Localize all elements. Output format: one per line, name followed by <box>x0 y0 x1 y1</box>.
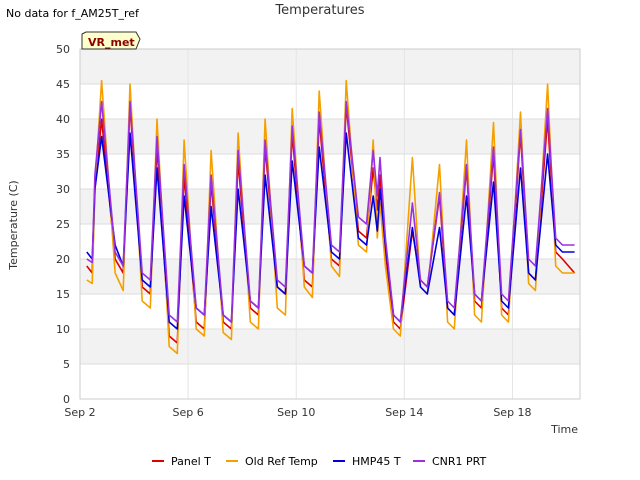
y-tick-label: 15 <box>56 288 70 301</box>
plot-band <box>80 259 580 294</box>
plot-band <box>80 329 580 364</box>
series-lines <box>86 79 576 355</box>
y-tick-label: 20 <box>56 253 70 266</box>
plot-band <box>80 119 580 154</box>
series-line-cnr1-prt <box>86 100 575 323</box>
x-tick-label: Sep 6 <box>172 406 203 419</box>
y-tick-label: 10 <box>56 323 70 336</box>
y-tick-label: 35 <box>56 148 70 161</box>
x-axis-label: Time <box>550 423 578 436</box>
vr-met-badge: VR_met <box>81 31 141 50</box>
series-line-hmp45-t <box>86 132 575 330</box>
y-tick-label: 50 <box>56 43 70 56</box>
y-tick-label: 45 <box>56 78 70 91</box>
y-tick-label: 40 <box>56 113 70 126</box>
badge-shape <box>81 31 141 50</box>
no-data-notice: No data for f_AM25T_ref <box>6 7 139 20</box>
x-axis-ticks: Sep 2 Sep 6 Sep 10 Sep 14 Sep 18 <box>64 406 531 419</box>
legend: Panel T Old Ref Temp HMP45 T CNR1 PRT <box>152 455 487 468</box>
x-tick-label: Sep 10 <box>277 406 315 419</box>
plot-frame <box>79 48 581 400</box>
legend-label-cnr1-prt: CNR1 PRT <box>432 455 487 468</box>
plot-band <box>80 294 580 329</box>
x-tick-label: Sep 14 <box>385 406 423 419</box>
plot-band <box>80 49 580 84</box>
y-tick-label: 30 <box>56 183 70 196</box>
y-tick-label: 5 <box>63 358 70 371</box>
badge-label: VR_met <box>88 36 135 49</box>
legend-label-hmp45-t: HMP45 T <box>352 455 401 468</box>
legend-label-panel-t: Panel T <box>171 455 211 468</box>
y-tick-label: 0 <box>63 393 70 406</box>
x-tick-label: Sep 2 <box>64 406 95 419</box>
y-axis-ticks: 0 5 10 15 20 25 30 35 40 45 50 <box>56 43 70 406</box>
x-tick-label: Sep 18 <box>493 406 531 419</box>
plot-band <box>80 84 580 119</box>
y-tick-label: 25 <box>56 218 70 231</box>
legend-label-old-ref-temp: Old Ref Temp <box>245 455 318 468</box>
plot-band <box>80 364 580 399</box>
y-axis-label: Temperature (C) <box>7 180 20 270</box>
chart-title: Temperatures <box>274 3 364 18</box>
